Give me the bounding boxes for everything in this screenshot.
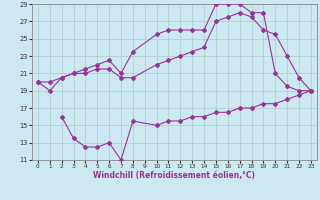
X-axis label: Windchill (Refroidissement éolien,°C): Windchill (Refroidissement éolien,°C) — [93, 171, 255, 180]
